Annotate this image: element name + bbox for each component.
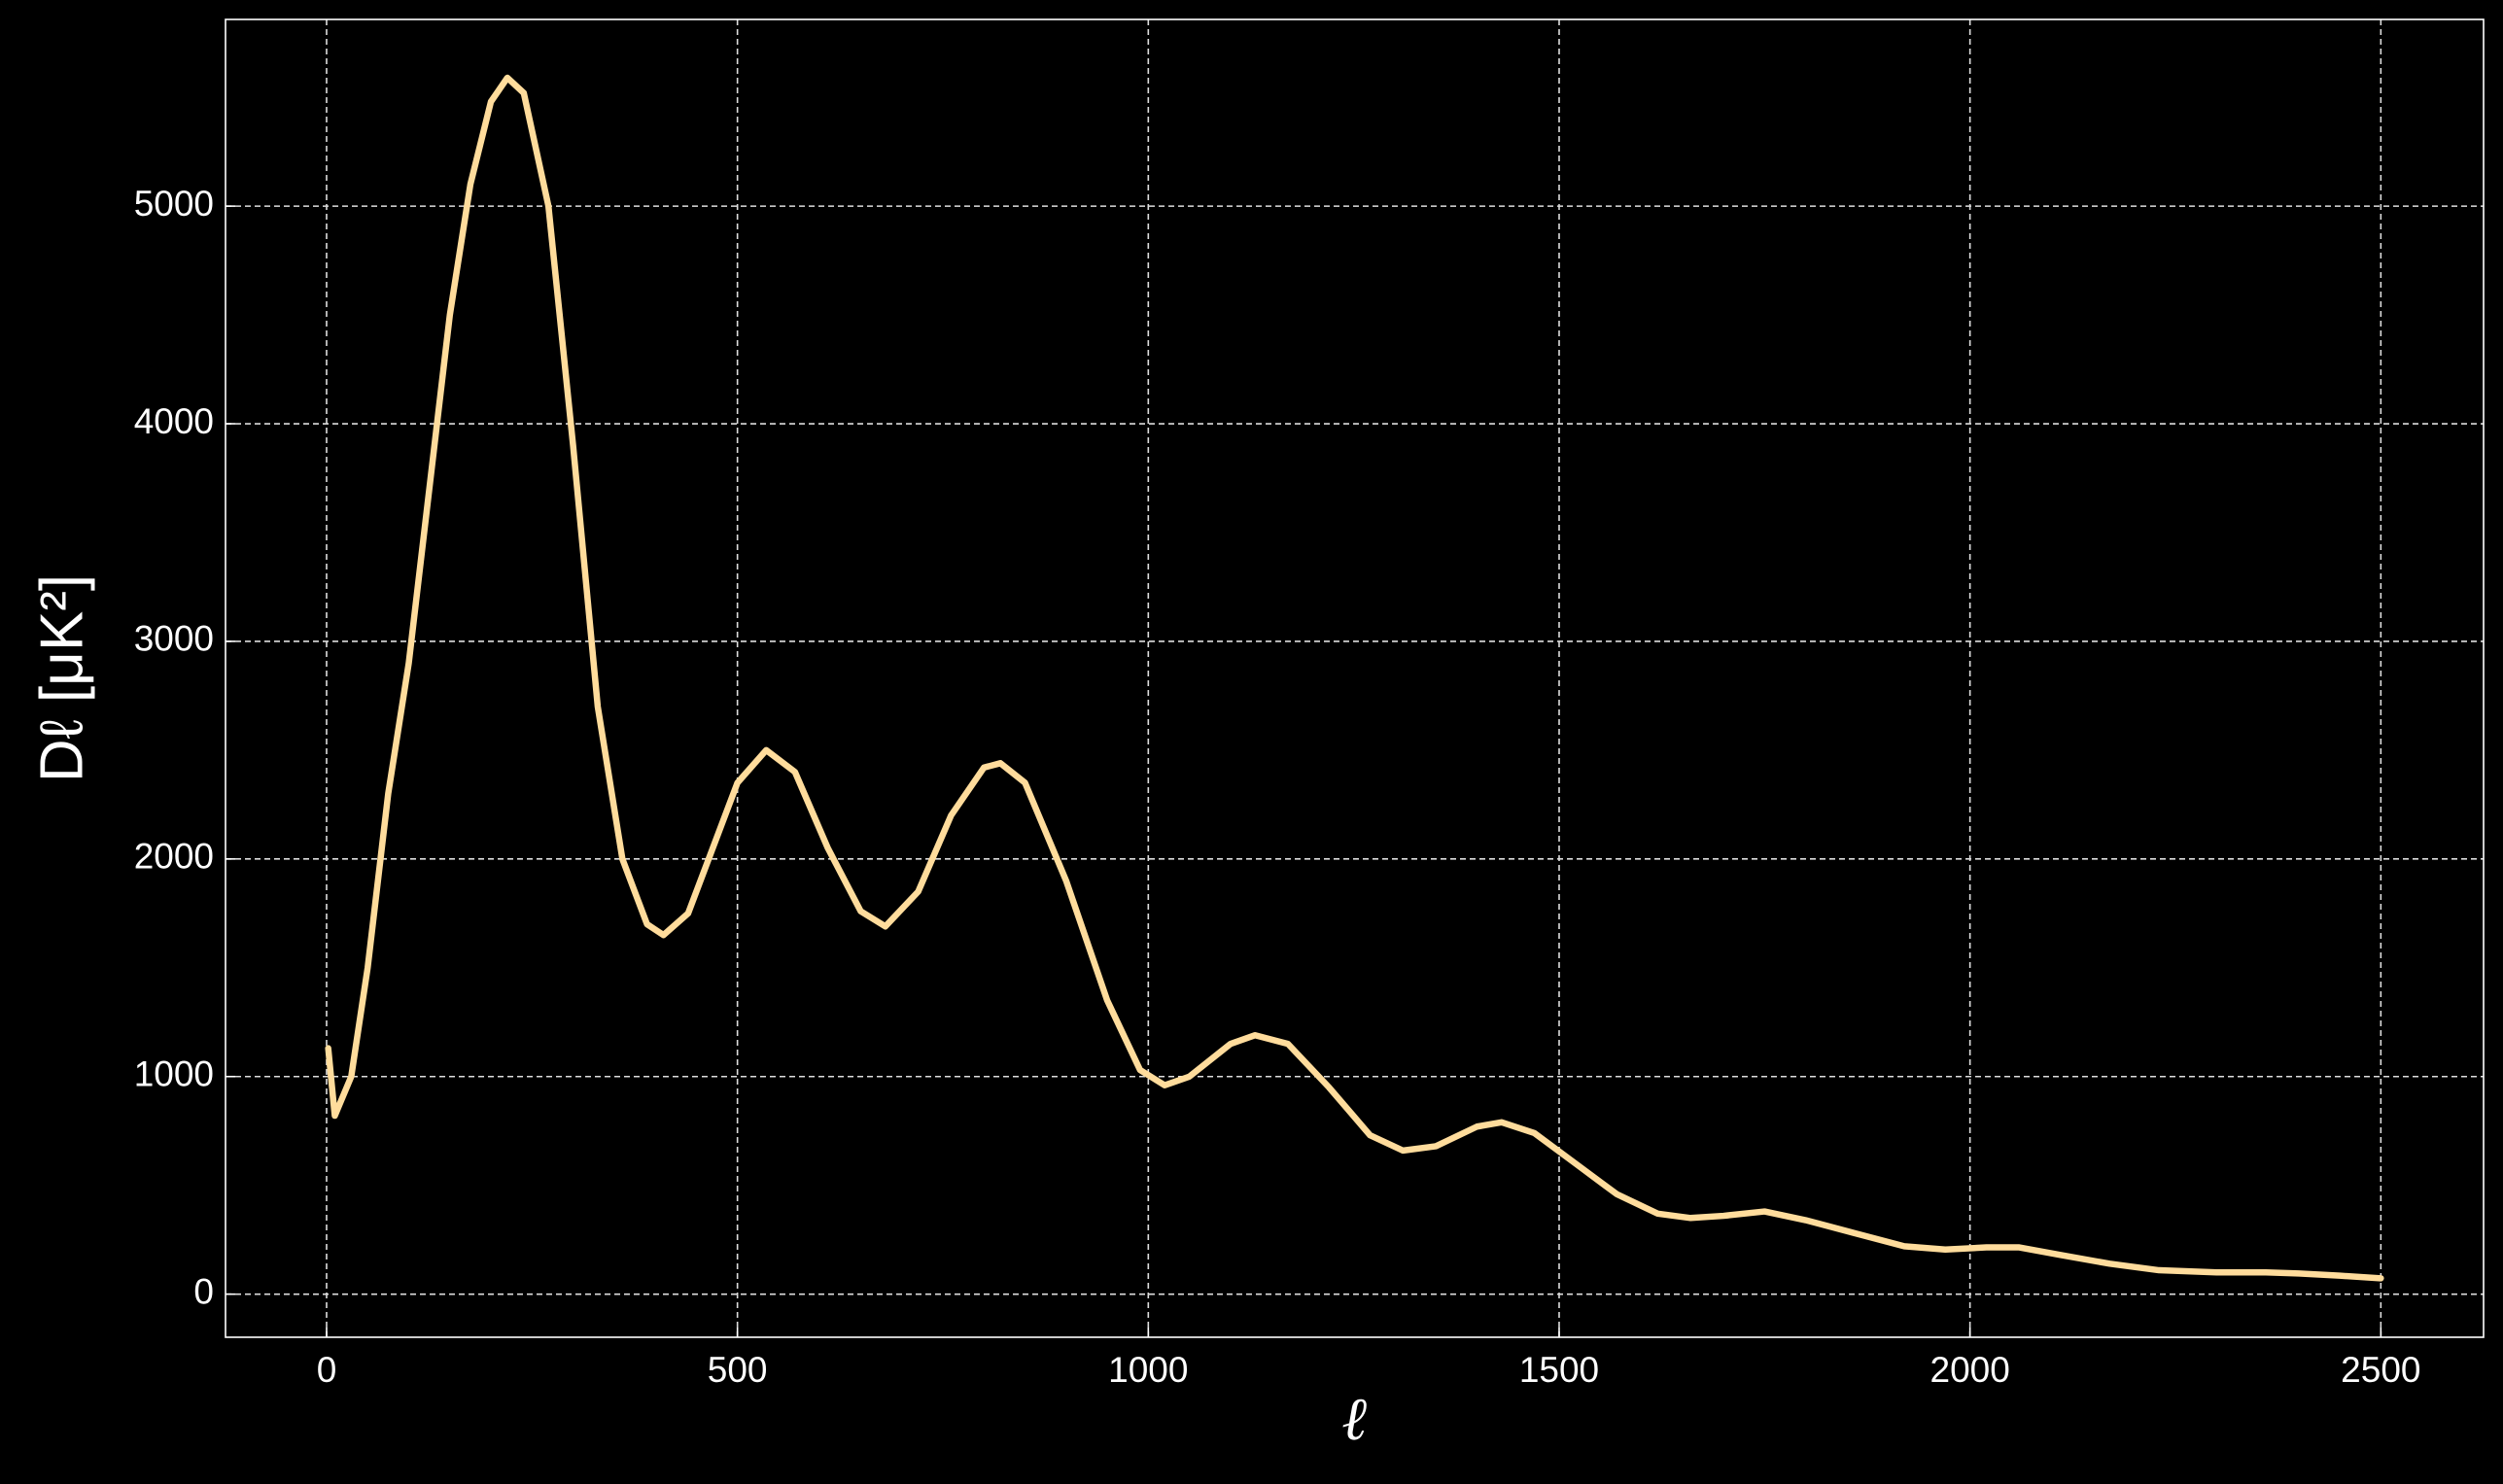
x-tick-label: 2500 bbox=[2341, 1350, 2420, 1390]
y-tick-label: 1000 bbox=[134, 1054, 214, 1094]
y-tick-label: 3000 bbox=[134, 619, 214, 659]
x-tick-label: 500 bbox=[708, 1350, 768, 1390]
y-tick-label: 5000 bbox=[134, 184, 214, 224]
y-axis-label: Dℓ [μK²] bbox=[28, 574, 95, 782]
data-line bbox=[325, 74, 2384, 1282]
x-tick-label: 2000 bbox=[1930, 1350, 2010, 1390]
x-tick-label: 1000 bbox=[1108, 1350, 1188, 1390]
x-axis-label: ℓ bbox=[1341, 1383, 1367, 1454]
x-tick-label: 0 bbox=[317, 1350, 337, 1390]
y-tick-label: 0 bbox=[193, 1271, 214, 1311]
x-tick-label: 1500 bbox=[1519, 1350, 1599, 1390]
y-tick-label: 2000 bbox=[134, 837, 214, 877]
y-tick-label: 4000 bbox=[134, 401, 214, 441]
plot-frame bbox=[225, 18, 2485, 1338]
